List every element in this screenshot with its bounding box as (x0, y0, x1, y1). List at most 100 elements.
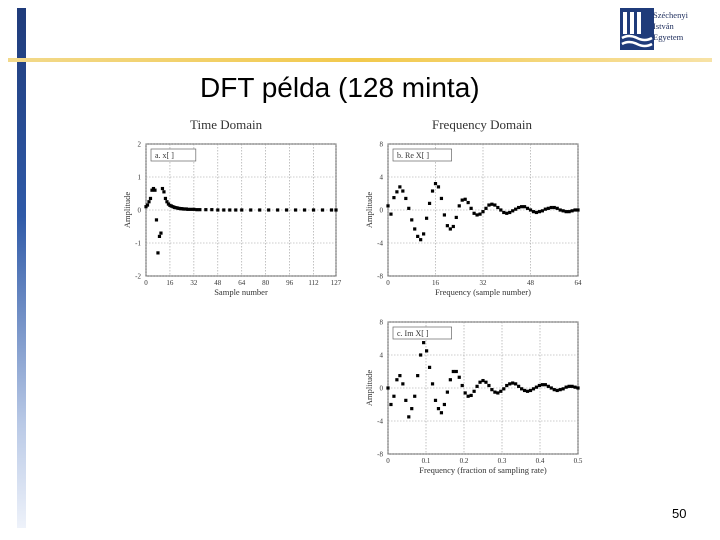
data-point (240, 208, 244, 212)
data-point (427, 201, 432, 205)
data-point (564, 210, 568, 214)
data-point (469, 393, 473, 398)
data-point (386, 204, 390, 208)
data-point (392, 394, 396, 398)
data-point (436, 185, 441, 189)
y-tick-label: -1 (135, 240, 141, 248)
data-point (567, 384, 571, 388)
data-point (404, 398, 408, 402)
data-point (505, 211, 509, 215)
data-point (320, 208, 325, 212)
data-point (392, 196, 396, 200)
data-point (401, 189, 405, 193)
data-point (419, 353, 423, 357)
data-point (433, 398, 438, 402)
x-tick-label: 16 (166, 279, 174, 287)
x-tick-label: 0.5 (574, 457, 583, 465)
university-name: Széchenyi István Egyetem (653, 10, 688, 43)
data-point (267, 208, 271, 212)
data-point (401, 382, 405, 386)
data-point (416, 234, 420, 238)
data-point (517, 205, 521, 210)
data-point (153, 188, 157, 192)
x-tick-label: 112 (308, 279, 319, 287)
data-point (228, 208, 232, 212)
x-tick-label: 32 (190, 279, 198, 287)
data-point (386, 386, 390, 390)
data-point (472, 389, 476, 393)
data-point (148, 196, 153, 201)
x-tick-label: 0.1 (422, 457, 431, 465)
data-point (528, 208, 533, 212)
data-point (216, 208, 220, 212)
data-point (404, 196, 408, 201)
data-point (407, 415, 411, 419)
y-tick-label: -4 (377, 240, 383, 248)
data-point (395, 378, 399, 382)
data-point (528, 388, 533, 393)
data-point (154, 218, 159, 222)
data-point (525, 389, 530, 393)
data-point (156, 251, 160, 255)
data-point (410, 407, 414, 411)
data-point (511, 381, 515, 385)
y-tick-label: -8 (377, 451, 383, 459)
data-point (531, 210, 536, 214)
data-point (496, 391, 500, 395)
data-point (549, 386, 553, 390)
data-point (487, 383, 491, 388)
data-point (433, 182, 438, 186)
data-point (454, 369, 458, 374)
data-point (160, 186, 165, 191)
data-point (534, 385, 539, 389)
data-point (478, 212, 482, 216)
left-accent-bar (17, 8, 26, 528)
data-point (460, 383, 464, 388)
data-point (534, 210, 539, 215)
data-point (561, 387, 565, 391)
data-point (234, 208, 238, 212)
y-tick-label: 4 (380, 352, 384, 360)
x-tick-label: 64 (238, 279, 246, 287)
data-point (546, 206, 550, 210)
data-point (430, 382, 435, 386)
data-point (222, 208, 226, 212)
page-number: 50 (672, 506, 687, 521)
data-point (508, 210, 512, 215)
data-point (389, 402, 393, 407)
data-point (150, 188, 154, 192)
data-point (490, 388, 494, 392)
data-point (439, 411, 444, 415)
data-point (457, 204, 461, 208)
plot-frame (387, 321, 579, 455)
data-point (573, 208, 577, 212)
data-point (424, 216, 429, 220)
x-tick-label: 48 (214, 279, 222, 287)
data-point (144, 205, 148, 209)
data-point (195, 208, 199, 212)
data-point (555, 206, 559, 210)
data-point (407, 206, 411, 210)
data-point (493, 203, 497, 207)
y-tick-label: 1 (138, 174, 142, 182)
data-point (499, 208, 503, 212)
y-tick-label: 8 (380, 319, 384, 327)
data-point (249, 208, 253, 212)
x-tick-label: 0.4 (536, 457, 545, 465)
data-point (419, 238, 423, 242)
x-tick-label: 48 (527, 279, 535, 287)
data-point (508, 382, 512, 386)
data-point (413, 227, 417, 231)
x-axis-label: Frequency (fraction of sampling rate) (419, 465, 547, 475)
x-tick-label: 0 (386, 279, 390, 287)
data-point (151, 186, 156, 191)
data-point (162, 190, 166, 194)
x-tick-label: 0.2 (460, 457, 469, 465)
data-point (389, 212, 393, 216)
x-tick-label: 16 (432, 279, 440, 287)
data-point (511, 209, 515, 213)
y-tick-label: -2 (135, 273, 141, 281)
x-axis-label: Frequency (sample number) (435, 287, 531, 297)
data-point (329, 208, 334, 212)
data-point (469, 206, 473, 210)
